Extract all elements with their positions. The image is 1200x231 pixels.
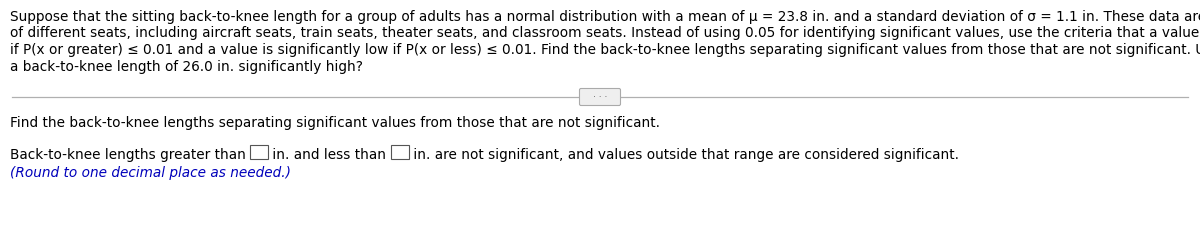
Bar: [251, 145, 269, 159]
Text: Back-to-knee lengths greater than: Back-to-knee lengths greater than: [10, 147, 251, 161]
Text: Find the back-to-knee lengths separating significant values from those that are : Find the back-to-knee lengths separating…: [10, 116, 660, 129]
Text: a back-to-knee length of 26.0 in. significantly high?: a back-to-knee length of 26.0 in. signif…: [10, 59, 364, 73]
Bar: [391, 145, 409, 159]
Text: of different seats, including aircraft seats, train seats, theater seats, and cl: of different seats, including aircraft s…: [10, 26, 1200, 40]
Text: · · ·: · · ·: [593, 93, 607, 102]
Text: in. and less than: in. and less than: [269, 147, 391, 161]
Text: if P(x or greater) ≤ 0.01 and a value is significantly low if P(x or less) ≤ 0.0: if P(x or greater) ≤ 0.01 and a value is…: [10, 43, 1200, 57]
Text: Suppose that the sitting back-to-knee length for a group of adults has a normal : Suppose that the sitting back-to-knee le…: [10, 10, 1200, 24]
Text: in. are not significant, and values outside that range are considered significan: in. are not significant, and values outs…: [409, 147, 959, 161]
FancyBboxPatch shape: [580, 89, 620, 106]
Text: (Round to one decimal place as needed.): (Round to one decimal place as needed.): [10, 165, 292, 179]
